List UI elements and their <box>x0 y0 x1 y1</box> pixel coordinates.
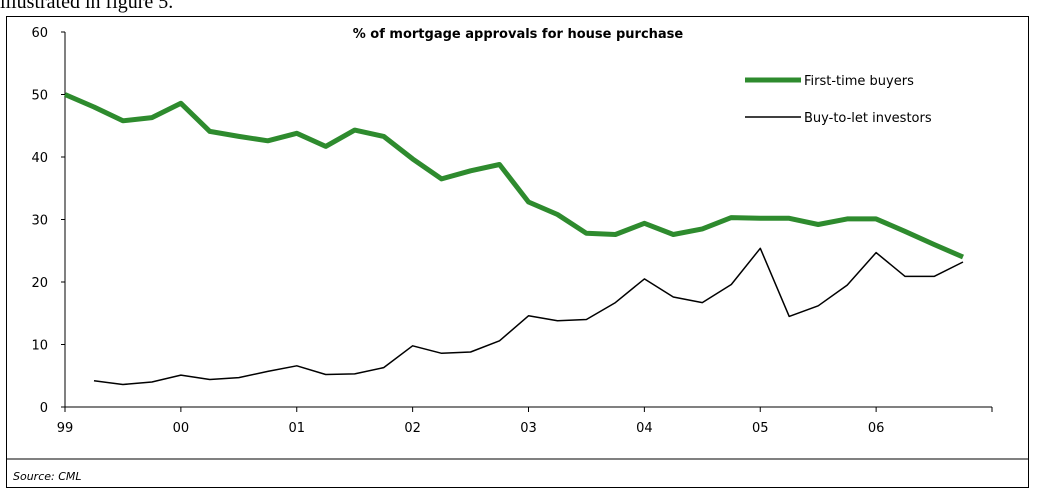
chart-frame <box>6 16 1029 488</box>
y-tick-label: 0 <box>40 401 48 416</box>
y-tick-label: 30 <box>31 214 48 229</box>
legend-label-first-time-buyers: First-time buyers <box>804 74 914 89</box>
chart-title: % of mortgage approvals for house purcha… <box>353 27 684 42</box>
x-tick-label: 06 <box>868 421 885 436</box>
legend: First-time buyers Buy-to-let investors <box>745 74 932 126</box>
y-tick-label: 10 <box>31 339 48 354</box>
x-tick-label: 04 <box>636 421 653 436</box>
x-tick-label: 01 <box>288 421 305 436</box>
intro-text-fragment: illustrated in figure 5. <box>0 0 174 13</box>
axes: 0 10 20 30 40 50 60 99 00 01 02 03 04 05 06 <box>31 26 993 436</box>
series-layer <box>64 92 964 386</box>
x-tick-label: 00 <box>173 421 190 436</box>
source-label: Source: CML <box>13 470 82 483</box>
x-tick-label: 02 <box>404 421 421 436</box>
y-tick-label: 50 <box>31 89 48 104</box>
x-tick-label: 05 <box>752 421 769 436</box>
series-line-first-time-buyers <box>64 92 964 260</box>
series-line-buy-to-let <box>93 247 964 386</box>
x-tick-label: 99 <box>57 421 74 436</box>
legend-label-buy-to-let: Buy-to-let investors <box>804 111 932 126</box>
x-tick-label: 03 <box>520 421 537 436</box>
y-tick-label: 60 <box>31 26 48 41</box>
y-tick-label: 20 <box>31 276 48 291</box>
y-tick-label: 40 <box>31 151 48 166</box>
